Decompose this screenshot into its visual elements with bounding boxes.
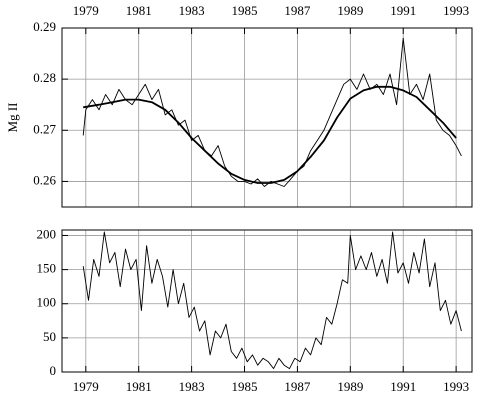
- plot-frame: [61, 27, 473, 208]
- x-tick-label: 1987: [284, 3, 311, 18]
- y-tick-label: 50: [43, 329, 56, 344]
- y-tick-label: 0: [50, 363, 57, 378]
- x-tick-label: 1985: [232, 379, 258, 394]
- data-line: [83, 85, 457, 184]
- x-tick-label: 1991: [390, 379, 416, 394]
- x-tick-label: 1983: [179, 3, 205, 18]
- x-tick-label: 1981: [126, 3, 152, 18]
- x-tick-label: 1991: [390, 3, 416, 18]
- x-tick-label: 1979: [73, 3, 99, 18]
- data-line: [82, 37, 462, 187]
- x-tick-label: 1989: [337, 379, 363, 394]
- y-tick-label: 100: [37, 295, 57, 310]
- x-tick-label: 1983: [179, 379, 205, 394]
- y-axis-label: Mg II: [5, 103, 20, 133]
- x-tick-label: 1989: [337, 3, 363, 18]
- y-tick-label: 150: [37, 261, 57, 276]
- y-tick-label: 0.29: [33, 19, 56, 34]
- plot-frame: [61, 229, 473, 373]
- x-tick-label: 1993: [443, 379, 469, 394]
- y-tick-label: 200: [37, 226, 57, 241]
- data-line: [82, 231, 462, 370]
- y-tick-label: 0.26: [33, 172, 56, 187]
- x-tick-label: 1985: [232, 3, 258, 18]
- y-tick-label: 0.28: [33, 70, 56, 85]
- x-tick-label: 1981: [126, 379, 152, 394]
- y-tick-label: 0.27: [33, 121, 56, 136]
- x-tick-label: 1987: [284, 379, 311, 394]
- x-tick-label: 1993: [443, 3, 469, 18]
- x-tick-label: 1979: [73, 379, 99, 394]
